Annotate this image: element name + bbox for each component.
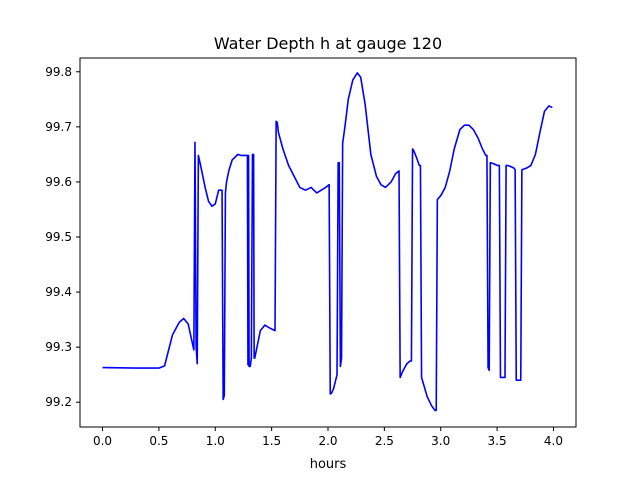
x-tick-label: 0.5 <box>149 434 168 448</box>
y-tick-label: 99.5 <box>45 230 72 244</box>
y-tick-label: 99.3 <box>45 340 72 354</box>
series-line-1 <box>102 72 553 412</box>
x-tick-label: 1.5 <box>262 434 281 448</box>
y-tick-label: 99.7 <box>45 120 72 134</box>
chart-title: Water Depth h at gauge 120 <box>214 34 442 53</box>
x-tick-label: 4.0 <box>544 434 563 448</box>
x-tick-label: 0.0 <box>93 434 112 448</box>
x-axis-label: hours <box>310 457 347 472</box>
y-tick-label: 99.4 <box>45 285 72 299</box>
x-tick-label: 2.5 <box>375 434 394 448</box>
plot-area <box>102 72 553 412</box>
y-tick-label: 99.2 <box>45 395 72 409</box>
x-tick-label: 3.0 <box>431 434 450 448</box>
x-tick-label: 3.5 <box>488 434 507 448</box>
axes: 0.0 0.5 1.0 1.5 2.0 2.5 3.0 3.5 4.0 99.2 99.3 99.4 9… <box>45 57 577 448</box>
y-tick-label: 99.6 <box>45 175 72 189</box>
y-tick-label: 99.8 <box>45 65 72 79</box>
x-tick-label: 1.0 <box>206 434 225 448</box>
x-tick-label: 2.0 <box>318 434 337 448</box>
